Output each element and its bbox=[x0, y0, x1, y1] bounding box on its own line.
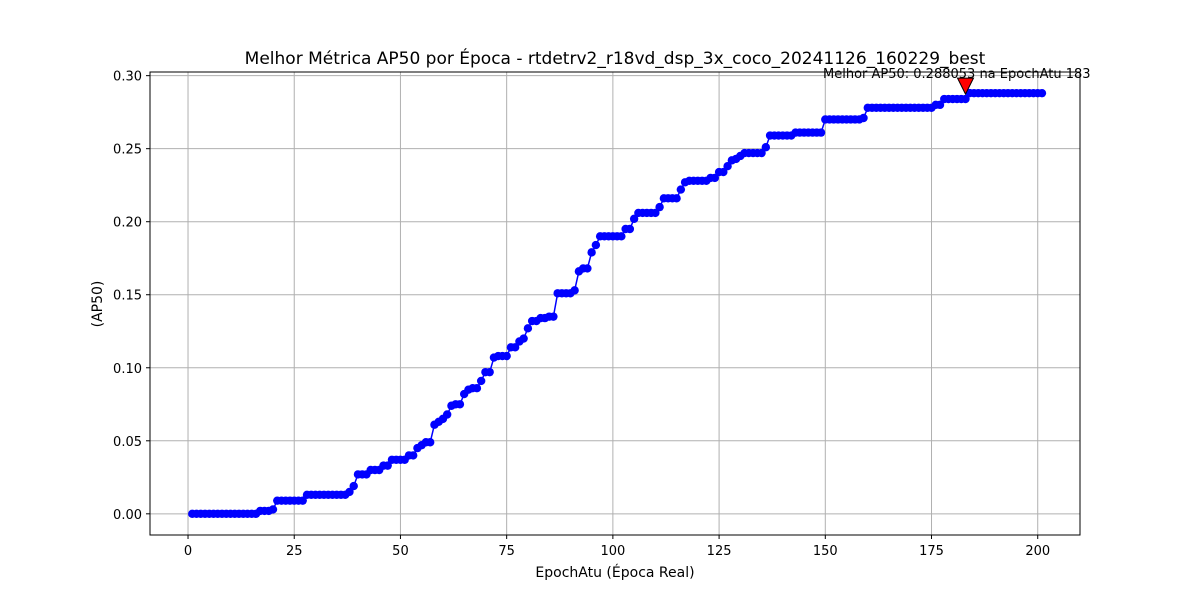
data-point bbox=[961, 94, 970, 104]
data-point bbox=[935, 100, 945, 110]
data-point bbox=[1037, 88, 1047, 98]
data-point bbox=[859, 113, 868, 123]
data-point bbox=[710, 173, 720, 183]
data-point bbox=[570, 286, 579, 295]
data-point bbox=[719, 167, 728, 177]
series-line bbox=[192, 92, 1042, 515]
data-point bbox=[549, 312, 558, 321]
plot-frame bbox=[149, 71, 1081, 536]
data-point bbox=[476, 376, 486, 386]
x-tick-label: 125 bbox=[707, 544, 732, 559]
data-point bbox=[349, 481, 358, 491]
y-tick-label: 0.20 bbox=[113, 216, 142, 231]
x-tick-label: 50 bbox=[392, 544, 409, 559]
y-tick-label: 0.15 bbox=[113, 289, 142, 304]
data-point bbox=[268, 505, 278, 514]
data-point bbox=[510, 343, 520, 352]
data-point bbox=[502, 351, 511, 361]
y-tick-label: 0.10 bbox=[113, 362, 142, 377]
best-marker bbox=[956, 77, 975, 96]
data-point bbox=[485, 367, 494, 377]
x-tick-label: 0 bbox=[184, 544, 192, 559]
x-tick-label: 175 bbox=[919, 544, 944, 559]
data-point bbox=[583, 264, 592, 273]
y-tick-label: 0.30 bbox=[113, 70, 142, 85]
data-point bbox=[672, 194, 681, 203]
y-axis-label: (AP50) bbox=[90, 281, 106, 328]
data-point bbox=[455, 400, 465, 409]
y-tick-label: 0.25 bbox=[113, 143, 142, 158]
x-tick-label: 150 bbox=[813, 544, 838, 559]
data-point bbox=[425, 438, 435, 447]
data-point bbox=[676, 185, 686, 194]
data-point bbox=[761, 143, 771, 152]
data-point bbox=[409, 451, 418, 460]
x-axis-label: EpochAtu (Época Real) bbox=[535, 564, 694, 581]
grid bbox=[150, 72, 1080, 535]
data-point bbox=[587, 248, 596, 257]
x-tick-label: 75 bbox=[498, 544, 515, 559]
data-point bbox=[723, 162, 732, 171]
data-point bbox=[816, 128, 826, 137]
data-point bbox=[591, 240, 601, 250]
x-tick-label: 100 bbox=[600, 544, 625, 559]
data-point bbox=[629, 214, 639, 223]
ticks: 0 25 50 75 100 125 150 175 200 0.00 0.05 0.10 0.15 0.… bbox=[113, 70, 1050, 559]
data-point bbox=[655, 202, 664, 212]
data-point bbox=[345, 487, 354, 497]
data-point bbox=[383, 461, 392, 470]
chart-title: Melhor Métrica AP50 por Época - rtdetrv2… bbox=[245, 47, 986, 69]
data-point bbox=[523, 324, 533, 333]
x-tick-label: 200 bbox=[1025, 544, 1050, 559]
y-tick-label: 0.05 bbox=[113, 435, 142, 450]
data-point bbox=[617, 232, 626, 241]
series-layer bbox=[188, 77, 1047, 519]
data-point bbox=[472, 384, 482, 393]
data-point bbox=[519, 334, 528, 343]
data-point bbox=[651, 208, 660, 218]
data-point bbox=[625, 224, 635, 234]
data-point bbox=[757, 148, 766, 158]
data-point bbox=[442, 410, 452, 419]
x-tick-label: 25 bbox=[286, 544, 303, 559]
data-point bbox=[298, 496, 307, 505]
best-annotation: Melhor AP50: 0.288053 na EpochAtu 183 bbox=[823, 67, 1091, 82]
y-tick-label: 0.00 bbox=[113, 508, 142, 523]
